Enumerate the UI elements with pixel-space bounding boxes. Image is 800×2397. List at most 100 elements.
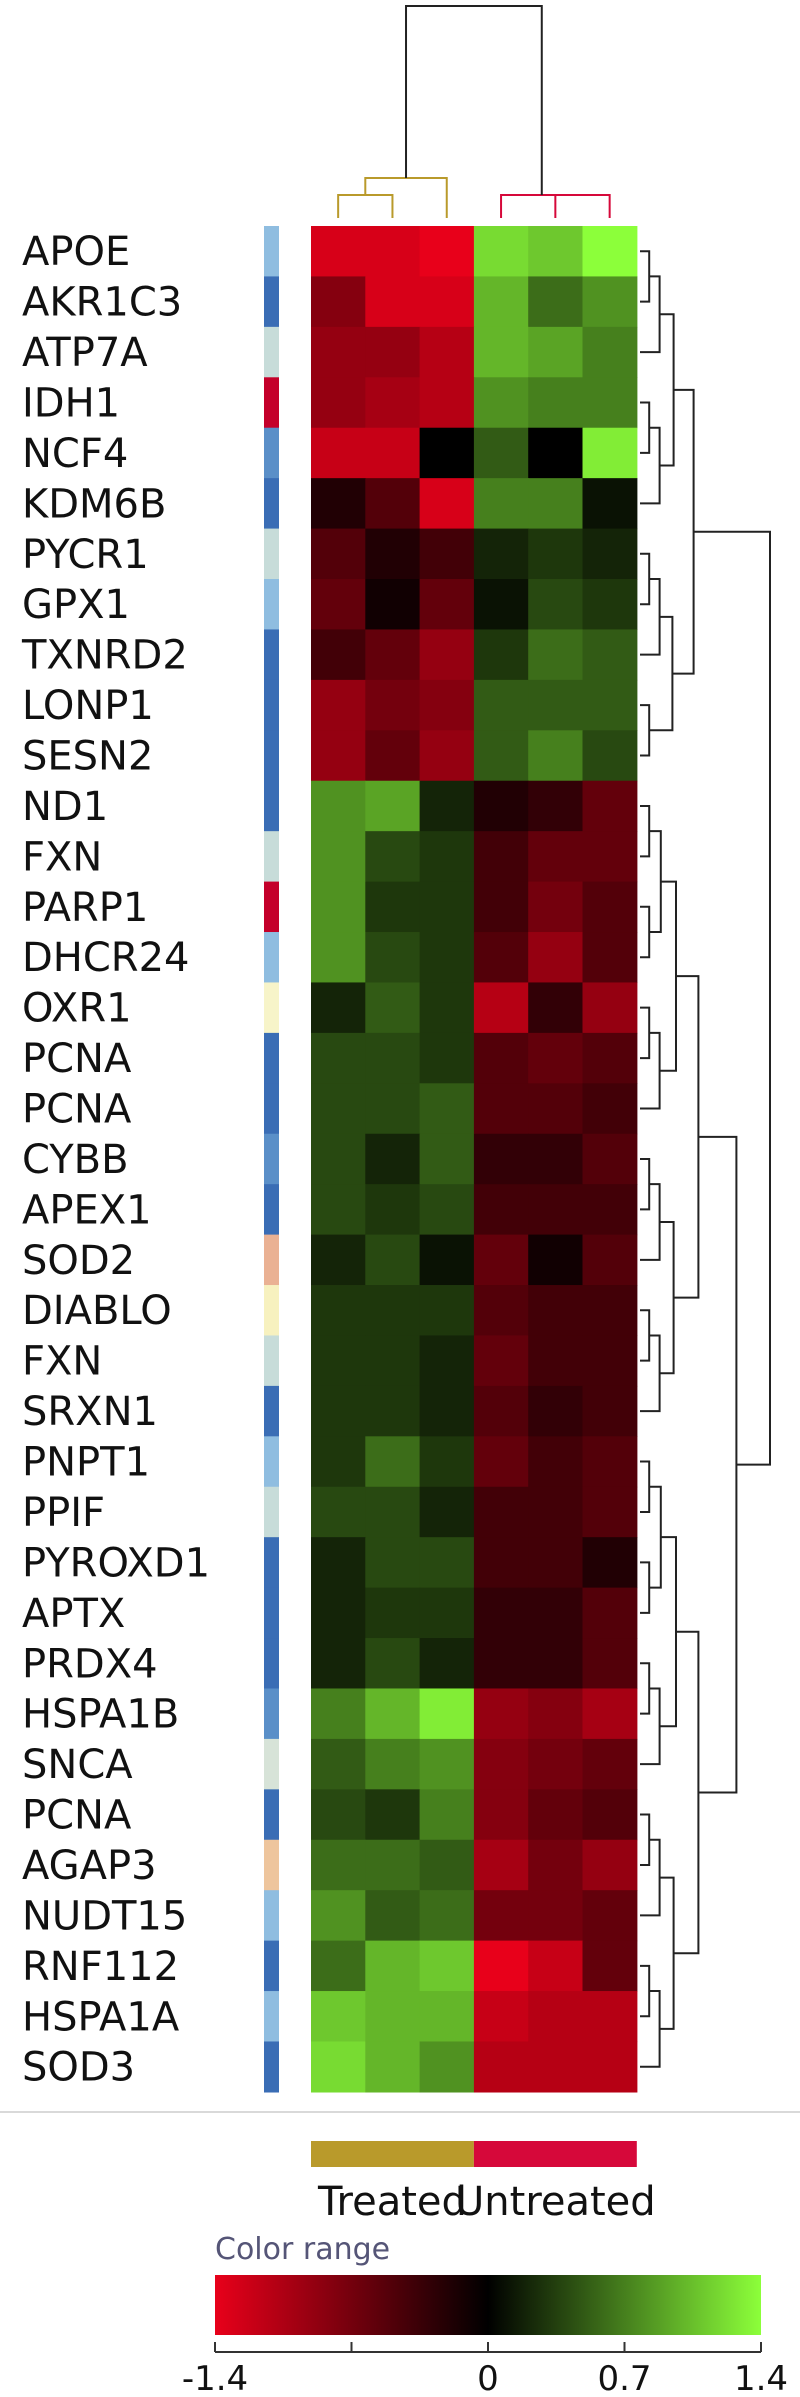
heatmap-cell [473, 226, 529, 278]
heatmap-cell [582, 1436, 638, 1488]
heatmap-cell [582, 780, 638, 832]
heatmap-cell [473, 1486, 529, 1538]
heatmap-cell [311, 1789, 366, 1841]
heatmap-cell [311, 1587, 366, 1639]
heatmap-cell [419, 377, 475, 429]
gene-label: DIABLO [22, 1288, 172, 1334]
gene-label: PCNA [22, 1793, 132, 1839]
dendrogram-branch [640, 1460, 651, 1513]
heatmap-cell [473, 1234, 529, 1286]
group-label: Treated [317, 2179, 467, 2225]
heatmap-cell [528, 1638, 584, 1690]
gene-label: GPX1 [22, 582, 130, 628]
heatmap-cell [582, 478, 638, 530]
heatmap-cell [365, 1285, 421, 1337]
heatmap-cell [473, 326, 529, 378]
heatmap-cell [365, 1940, 421, 1992]
heatmap-cell [528, 1537, 584, 1589]
heatmap-cell [528, 1133, 584, 1185]
gene-label: NUDT15 [22, 1893, 187, 1939]
heatmap-cell [473, 1184, 529, 1236]
heatmap-cell [473, 1285, 529, 1337]
heatmap-cell [311, 377, 366, 429]
heatmap-cell [528, 1688, 584, 1740]
row-annotation-cell [264, 1436, 279, 1488]
heatmap-cell [473, 579, 529, 631]
dendrogram-branch [649, 1485, 662, 1589]
heatmap-cell [419, 1234, 475, 1286]
row-annotation-cell [264, 1991, 279, 2043]
heatmap-cell [365, 528, 421, 580]
heatmap-cell [528, 629, 584, 681]
heatmap-cell [582, 1486, 638, 1538]
gene-label: SOD3 [22, 2045, 135, 2091]
heatmap-cell [473, 1638, 529, 1690]
heatmap-cell [582, 427, 638, 479]
heatmap-cell [365, 1133, 421, 1185]
gene-label: APTX [22, 1591, 125, 1637]
heatmap-cell [419, 1184, 475, 1236]
heatmap-cell [365, 1436, 421, 1488]
row-annotation-cell [264, 478, 279, 530]
heatmap-cell [582, 326, 638, 378]
row-annotation-cell [264, 1385, 279, 1437]
heatmap-cell [311, 579, 366, 631]
heatmap-cell [311, 1285, 366, 1337]
row-annotation-cell [264, 982, 279, 1034]
dendrogram-branch [659, 1220, 675, 1375]
dendrogram-branch [640, 401, 651, 454]
heatmap-cell [365, 1789, 421, 1841]
dendrogram-root [693, 530, 771, 1466]
heatmap-cell [365, 377, 421, 429]
heatmap-cell [582, 1738, 638, 1790]
heatmap-cell [582, 982, 638, 1034]
row-annotation-cell [264, 1537, 279, 1589]
row-annotation-cell [264, 1335, 279, 1387]
dendrogram-branch [659, 1876, 675, 2030]
heatmap-cell [365, 427, 421, 479]
heatmap-cell [311, 1688, 366, 1740]
heatmap-cell [528, 226, 584, 278]
heatmap-cell [528, 1385, 584, 1437]
gene-label: DHCR24 [22, 935, 190, 981]
heatmap-cell [365, 276, 421, 328]
heatmap-cell [419, 1486, 475, 1538]
gene-label: PRDX4 [22, 1641, 158, 1687]
heatmap-cell [528, 1234, 584, 1286]
heatmap-cell [528, 478, 584, 530]
row-annotation-cell [264, 629, 279, 681]
heatmap-cell [528, 1335, 584, 1387]
color-range-title: Color range [215, 2232, 390, 2267]
heatmap-cell [528, 1032, 584, 1084]
row-annotation-cell [264, 1032, 279, 1084]
heatmap-cell [419, 226, 475, 278]
gene-label: TXNRD2 [21, 633, 188, 679]
heatmap-cell [473, 377, 529, 429]
heatmap-cell [473, 427, 529, 479]
heatmap-cell [582, 1587, 638, 1639]
dendrogram-branch [649, 830, 662, 934]
row-annotation-cell [264, 1285, 279, 1337]
heatmap-cell [528, 1789, 584, 1841]
heatmap-cell [473, 1587, 529, 1639]
heatmap-cell [582, 579, 638, 631]
dendrogram-root [405, 5, 543, 195]
row-annotation-cell [264, 1083, 279, 1135]
gene-label: NCF4 [22, 431, 128, 477]
heatmap-cell [419, 1991, 475, 2043]
gene-label: PNPT1 [22, 1440, 150, 1486]
heatmap-cell [473, 730, 529, 782]
heatmap-cell [419, 1839, 475, 1891]
heatmap-cell [419, 780, 475, 832]
heatmap-cell [311, 881, 366, 933]
heatmap-cell [311, 2041, 366, 2093]
row-annotation-cell [264, 1133, 279, 1185]
group-label: Untreated [455, 2179, 656, 2225]
heatmap-cell [473, 1991, 529, 2043]
heatmap-cell [473, 629, 529, 681]
heatmap-cell [582, 679, 638, 731]
heatmap-cell [473, 1436, 529, 1488]
dendrogram-branch [649, 615, 674, 732]
heatmap-cell [528, 427, 584, 479]
